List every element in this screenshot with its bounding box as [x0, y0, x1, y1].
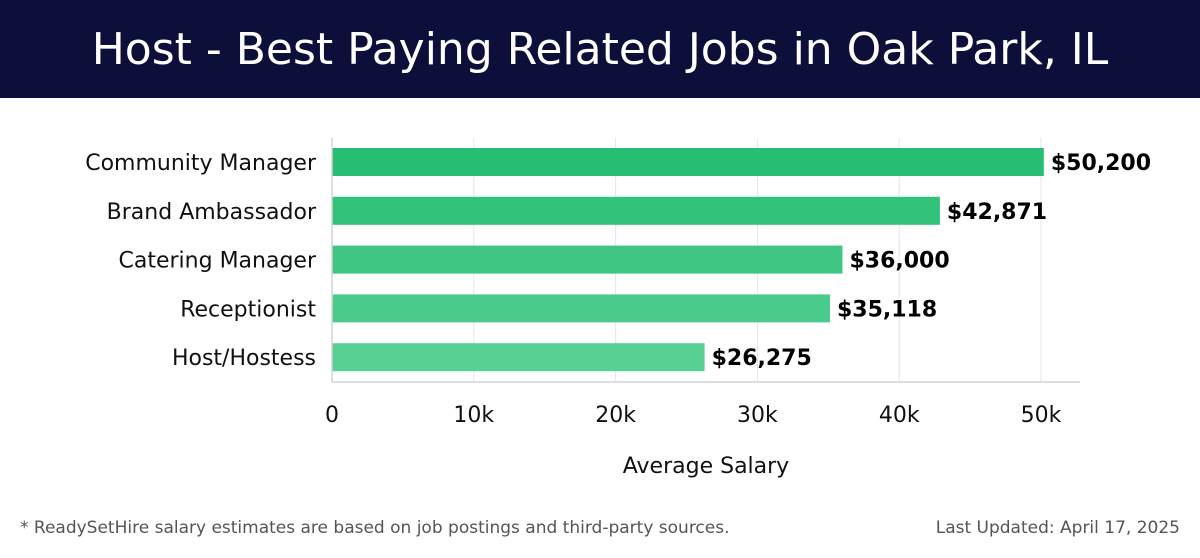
bar	[332, 148, 1044, 176]
category-label: Receptionist	[180, 297, 316, 322]
bar	[332, 196, 940, 225]
bar-chart: $50,200$42,871 $36,000 $35,118 $26,275 0 10k…	[85, 138, 1151, 479]
value-label: $26,275	[712, 346, 812, 371]
value-label: $36,000	[849, 249, 949, 274]
value-label: $35,118	[837, 297, 937, 322]
category-label: Community Manager	[85, 151, 317, 176]
axes: 0 10k 20k 30k 40k 50k Community Manager Brand A…	[85, 138, 1080, 428]
x-tick-label: 10k	[453, 403, 494, 428]
bars: $50,200$42,871 $36,000 $35,118 $26,275	[332, 148, 1151, 372]
x-tick-label: 50k	[1021, 403, 1062, 428]
page-title: Host - Best Paying Related Jobs in Oak P…	[91, 23, 1109, 75]
x-tick-label: 20k	[595, 403, 636, 428]
bar	[332, 294, 830, 323]
bar	[332, 245, 843, 274]
footnote: * ReadySetHire salary estimates are base…	[20, 518, 730, 538]
bar	[332, 343, 705, 372]
title-banner: Host - Best Paying Related Jobs in Oak P…	[0, 0, 1200, 98]
x-tick-label: 0	[325, 403, 339, 428]
category-label: Host/Hostess	[172, 346, 316, 371]
category-label: Catering Manager	[119, 249, 317, 274]
x-tick-label: 30k	[737, 403, 778, 428]
value-label: $50,200	[1051, 151, 1151, 176]
x-tick-label: 40k	[879, 403, 920, 428]
last-updated: Last Updated: April 17, 2025	[935, 518, 1180, 538]
category-label: Brand Ambassador	[107, 200, 317, 225]
x-axis-title: Average Salary	[623, 454, 789, 479]
value-label: $42,871	[947, 200, 1047, 225]
